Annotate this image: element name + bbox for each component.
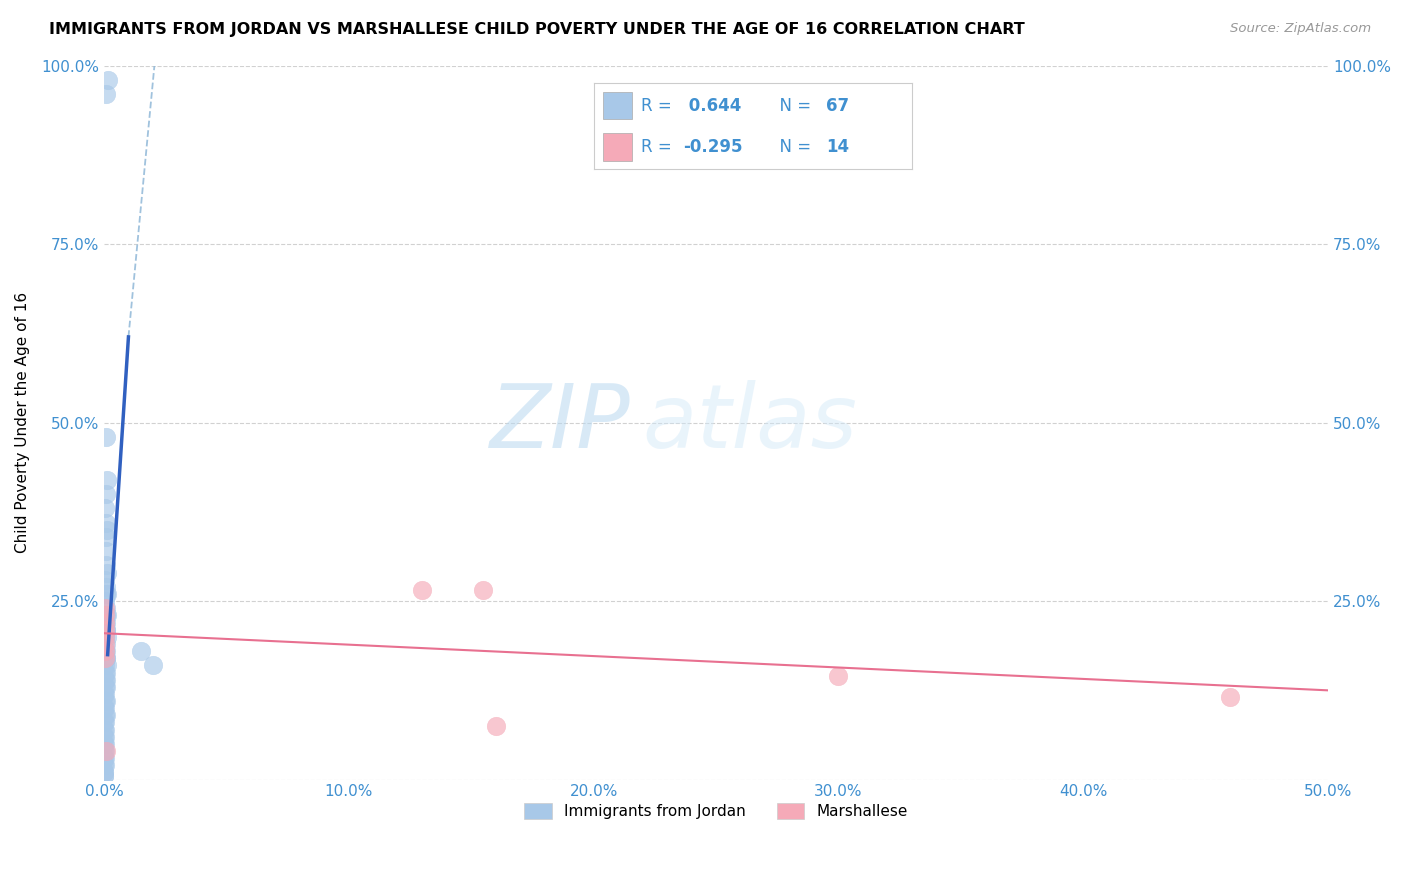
Point bbox=[96, 615, 118, 630]
Point bbox=[94, 665, 117, 680]
Point bbox=[94, 701, 117, 715]
Text: Source: ZipAtlas.com: Source: ZipAtlas.com bbox=[1230, 22, 1371, 36]
Point bbox=[129, 644, 152, 658]
Text: ZIP: ZIP bbox=[489, 380, 630, 466]
Point bbox=[93, 751, 115, 765]
Point bbox=[94, 730, 117, 744]
Legend: Immigrants from Jordan, Marshallese: Immigrants from Jordan, Marshallese bbox=[519, 797, 914, 825]
Point bbox=[94, 644, 117, 658]
Point bbox=[93, 765, 115, 780]
Point bbox=[94, 708, 117, 723]
Point bbox=[94, 608, 117, 623]
Point bbox=[94, 530, 117, 544]
Point bbox=[94, 715, 117, 730]
Point bbox=[94, 708, 117, 723]
Point bbox=[94, 723, 117, 737]
Text: IMMIGRANTS FROM JORDAN VS MARSHALLESE CHILD POVERTY UNDER THE AGE OF 16 CORRELAT: IMMIGRANTS FROM JORDAN VS MARSHALLESE CH… bbox=[49, 22, 1025, 37]
Point bbox=[96, 430, 118, 444]
Point bbox=[94, 694, 117, 708]
Point bbox=[96, 630, 118, 644]
Point bbox=[94, 573, 117, 587]
Point bbox=[93, 769, 115, 783]
Point bbox=[93, 623, 115, 637]
Point bbox=[96, 673, 118, 687]
Point bbox=[94, 673, 117, 687]
Point bbox=[96, 566, 118, 580]
Point bbox=[96, 623, 118, 637]
Point bbox=[94, 737, 117, 751]
Point bbox=[93, 751, 115, 765]
Point bbox=[93, 701, 115, 715]
Point bbox=[94, 623, 117, 637]
Point bbox=[411, 583, 433, 598]
Point bbox=[94, 487, 117, 501]
Point bbox=[94, 615, 117, 630]
Point bbox=[93, 723, 115, 737]
Point bbox=[93, 758, 115, 772]
Point bbox=[94, 665, 117, 680]
Point bbox=[93, 737, 115, 751]
Point bbox=[96, 744, 118, 758]
Point bbox=[94, 594, 117, 608]
Point bbox=[827, 669, 849, 683]
Point bbox=[93, 651, 115, 665]
Point bbox=[94, 637, 117, 651]
Text: atlas: atlas bbox=[643, 380, 858, 466]
Point bbox=[96, 651, 118, 665]
Point bbox=[96, 473, 118, 487]
Point bbox=[93, 687, 115, 701]
Point bbox=[94, 558, 117, 573]
Point bbox=[94, 87, 117, 102]
Y-axis label: Child Poverty Under the Age of 16: Child Poverty Under the Age of 16 bbox=[15, 292, 30, 553]
Point bbox=[1219, 690, 1241, 705]
Point bbox=[94, 687, 117, 701]
Point bbox=[93, 715, 115, 730]
Point bbox=[96, 644, 118, 658]
Point bbox=[472, 583, 495, 598]
Point bbox=[93, 765, 115, 780]
Point bbox=[96, 544, 118, 558]
Point bbox=[96, 580, 118, 594]
Point bbox=[94, 744, 117, 758]
Point bbox=[94, 637, 117, 651]
Point bbox=[94, 615, 117, 630]
Point bbox=[94, 694, 117, 708]
Point bbox=[94, 630, 117, 644]
Point bbox=[93, 744, 115, 758]
Point bbox=[93, 769, 115, 783]
Point bbox=[94, 651, 117, 665]
Point bbox=[94, 608, 117, 623]
Point bbox=[94, 630, 117, 644]
Point bbox=[96, 608, 118, 623]
Point bbox=[97, 73, 120, 87]
Point bbox=[96, 523, 118, 537]
Point bbox=[94, 758, 117, 772]
Point bbox=[94, 680, 117, 694]
Point bbox=[94, 644, 117, 658]
Point bbox=[96, 587, 118, 601]
Point bbox=[94, 587, 117, 601]
Point bbox=[96, 658, 118, 673]
Point bbox=[94, 601, 117, 615]
Point bbox=[94, 501, 117, 516]
Point bbox=[96, 516, 118, 530]
Point bbox=[94, 680, 117, 694]
Point bbox=[93, 730, 115, 744]
Point bbox=[142, 658, 165, 673]
Point bbox=[96, 601, 118, 615]
Point bbox=[485, 719, 508, 733]
Point bbox=[94, 658, 117, 673]
